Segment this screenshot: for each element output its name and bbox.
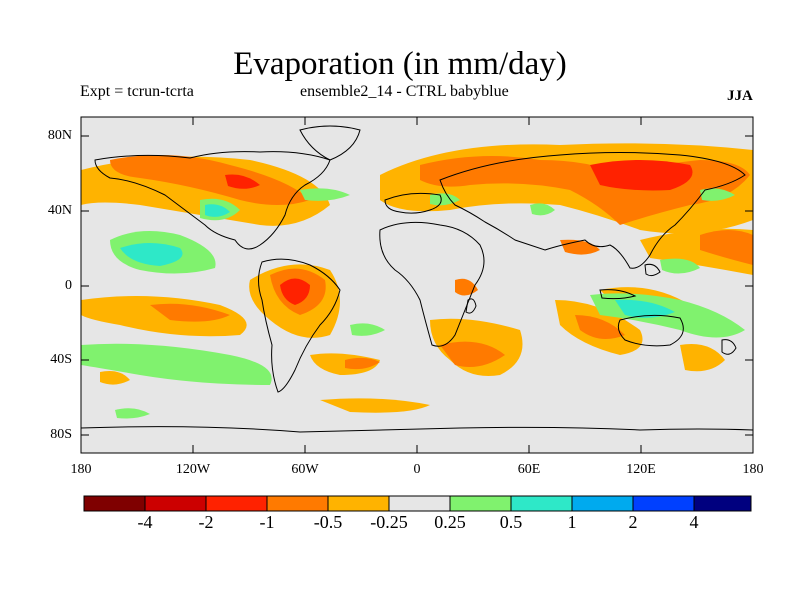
- colorbar: [83, 495, 752, 512]
- colorbar-label: 0.5: [499, 512, 523, 532]
- colorbar-box-10: [633, 496, 694, 511]
- anomaly-fields: [81, 143, 753, 419]
- lat-label-40n: 40N: [47, 203, 72, 218]
- lat-label-80s: 80S: [50, 427, 72, 442]
- lat-label-0: 0: [65, 278, 72, 293]
- lon-label-60e: 60E: [517, 462, 541, 477]
- colorbar-label: 2: [628, 512, 638, 532]
- ensemble-label: ensemble2_14 - CTRL babyblue: [300, 83, 509, 100]
- colorbar-label: 0.25: [434, 512, 466, 532]
- lon-label-60w: 60W: [291, 462, 319, 477]
- lon-label-120w: 120W: [175, 462, 211, 477]
- axis-ticks: [81, 117, 753, 453]
- map-title: Evaporation (in mm/day): [233, 46, 567, 82]
- colorbar-box-9: [572, 496, 633, 511]
- lat-label-80n: 80N: [47, 128, 72, 143]
- colorbar-label: -4: [137, 512, 153, 532]
- colorbar-box-7: [450, 496, 511, 511]
- colorbar-label: 1: [567, 512, 577, 532]
- colorbar-box-2: [145, 496, 206, 511]
- map-plot-area: [81, 117, 753, 453]
- colorbar-box-4: [267, 496, 328, 511]
- lon-label-180w: 180: [70, 462, 92, 477]
- colorbar-label: -2: [198, 512, 214, 532]
- lat-label-40s: 40S: [50, 352, 72, 367]
- coastlines: [81, 125, 753, 433]
- colorbar-label: -0.25: [370, 512, 408, 532]
- colorbar-label: 4: [689, 512, 699, 532]
- experiment-label: Expt = tcrun-tcrta: [80, 83, 194, 100]
- colorbar-label: -1: [259, 512, 275, 532]
- colorbar-label: -0.5: [313, 512, 343, 532]
- colorbar-box-1: [84, 496, 145, 511]
- lon-label-180e: 180: [742, 462, 764, 477]
- lon-label-120e: 120E: [626, 462, 656, 477]
- season-label: JJA: [727, 88, 753, 104]
- colorbar-box-5: [328, 496, 389, 511]
- lon-label-0: 0: [413, 462, 421, 477]
- colorbar-box-11: [694, 496, 751, 511]
- colorbar-box-3: [206, 496, 267, 511]
- colorbar-box-6: [389, 496, 450, 511]
- colorbar-box-8: [511, 496, 572, 511]
